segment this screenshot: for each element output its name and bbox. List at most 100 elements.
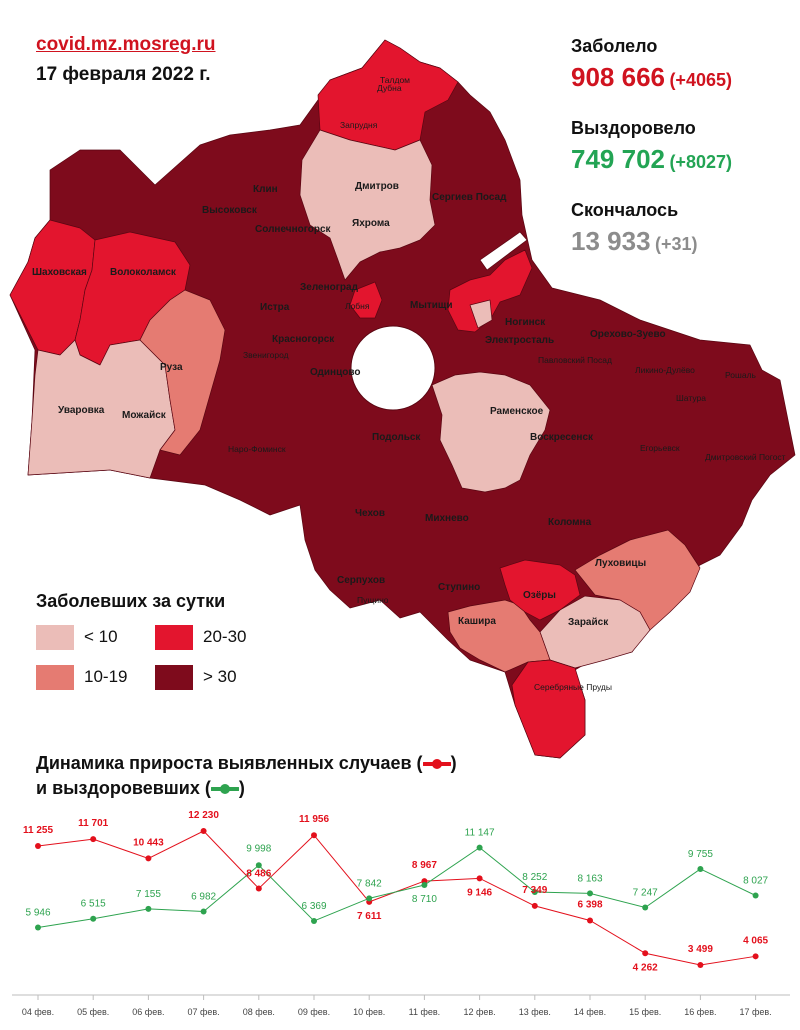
recovered-series-line (37, 847, 756, 928)
map-label: Луховицы (595, 558, 646, 569)
legend-swatch (36, 665, 74, 690)
recovered-data-label: 9 755 (688, 849, 713, 860)
region-pushkino (447, 249, 533, 333)
recovered-stat: 749 702 (+8027) (571, 144, 732, 175)
map-label: Михнево (425, 513, 469, 524)
recovered-data-label: 7 247 (633, 887, 658, 898)
map-label: Запрудня (340, 120, 378, 130)
recovered-point (145, 905, 152, 912)
recovered-point (366, 895, 373, 902)
map-label: Лобня (345, 301, 370, 311)
x-tick-label: 06 фев. (132, 1007, 164, 1017)
map-label: Шаховская (32, 267, 87, 278)
legend-label: 20-30 (203, 627, 247, 646)
map-label: Озёры (523, 590, 556, 601)
cases-point (531, 902, 538, 909)
died-value: 13 933 (571, 226, 651, 256)
region-zelenograd (349, 281, 383, 319)
dynamics-title: Динамика прироста выявленных случаев () … (36, 751, 457, 801)
recovered-data-label: 9 998 (246, 843, 271, 854)
report-date: 17 февраля 2022 г. (36, 64, 211, 85)
cases-point (642, 950, 649, 957)
recovered-data-label: 6 369 (301, 901, 326, 912)
map-label: Дмитров (355, 181, 399, 192)
cases-point (752, 953, 759, 960)
map-label: Руза (160, 362, 183, 373)
map-label: Яхрома (352, 218, 390, 229)
region-serebryanye-prudy (511, 659, 586, 759)
x-tick-label: 11 фев. (409, 1007, 441, 1017)
cases-data-label: 3 499 (688, 944, 713, 955)
map-label: Пущино (357, 595, 389, 605)
cases-point (311, 832, 317, 839)
cases-point (697, 962, 704, 968)
x-tick-label: 10 фев. (353, 1007, 385, 1017)
map-label: Истра (260, 302, 290, 313)
map-label: Чехов (355, 508, 385, 519)
infected-stat: 908 666 (+4065) (571, 62, 732, 93)
map-label: Уваровка (58, 405, 105, 416)
dynamics-title-line2-end: ) (238, 778, 245, 798)
x-tick-label: 13 фев. (519, 1007, 551, 1017)
map-label: Орехово-Зуево (590, 329, 666, 340)
x-tick-label: 05 фев. (77, 1007, 109, 1017)
cases-data-label: 11 255 (23, 825, 53, 836)
cases-data-label: 10 443 (133, 837, 164, 848)
region-small-light (469, 299, 493, 329)
moscow-city (350, 325, 436, 411)
cases-point (90, 836, 97, 843)
region-ozyory (499, 559, 581, 621)
recovered-point (421, 882, 428, 889)
region-white-strip (479, 231, 528, 271)
map-label: Талдом (380, 75, 410, 85)
recovered-point (476, 844, 483, 851)
map-label: Зеленоград (300, 282, 359, 293)
cases-point (476, 875, 483, 882)
cases-data-label: 6 398 (577, 900, 602, 911)
map-label: Павловский Посад (538, 355, 612, 365)
legend-swatch (36, 625, 74, 650)
map-label: Волоколамск (110, 267, 177, 278)
cases-data-label: 8 486 (246, 868, 271, 879)
map-label: Воскресенск (530, 432, 594, 443)
map-label: Шатура (676, 393, 706, 403)
map-label: Ногинск (505, 317, 546, 328)
map-label: Дмитровский Погост (705, 452, 786, 462)
moscow-region-map: Дубна Талдом Запрудня Дмитров Яхрома Сер… (9, 39, 796, 759)
cases-point (200, 828, 207, 834)
cases-data-label: 9 146 (467, 887, 492, 898)
infected-value: 908 666 (571, 62, 665, 92)
cases-point (255, 885, 262, 892)
map-label: Коломна (548, 517, 592, 528)
map-label: Красногорск (272, 334, 335, 345)
cases-data-label: 7 349 (522, 885, 547, 896)
x-tick-label: 07 фев. (187, 1007, 219, 1017)
source-link[interactable]: covid.mz.mosreg.ru (36, 34, 216, 55)
map-label: Егорьевск (640, 443, 680, 453)
cases-point (145, 855, 152, 862)
recovered-point (531, 889, 538, 896)
recovered-point (255, 862, 262, 869)
x-tick-label: 16 фев. (684, 1007, 716, 1017)
map-label: Зарайск (568, 617, 609, 628)
recovered-point (200, 908, 207, 915)
recovered-point (587, 890, 593, 897)
recovered-point (697, 865, 704, 872)
recovered-delta: (+8027) (669, 152, 732, 172)
legend-label: 10-19 (84, 667, 128, 686)
recovered-data-label: 8 710 (412, 894, 437, 905)
recovered-data-label: 8 027 (743, 876, 768, 887)
region-dmitrov (299, 129, 436, 281)
red-line-marker-icon (422, 759, 451, 770)
x-tick-label: 09 фев. (298, 1007, 330, 1017)
cases-data-label: 11 701 (78, 818, 108, 829)
recovered-point (642, 904, 649, 911)
region-ruza (139, 289, 226, 456)
map-label: Звенигород (243, 350, 289, 360)
legend-title: Заболевших за сутки (36, 591, 226, 611)
map-label: Ступино (438, 582, 480, 593)
cases-data-label: 11 956 (299, 814, 329, 825)
recovered-point (90, 915, 97, 922)
map-label: Сергиев Посад (432, 192, 507, 203)
recovered-data-label: 5 946 (25, 907, 50, 918)
